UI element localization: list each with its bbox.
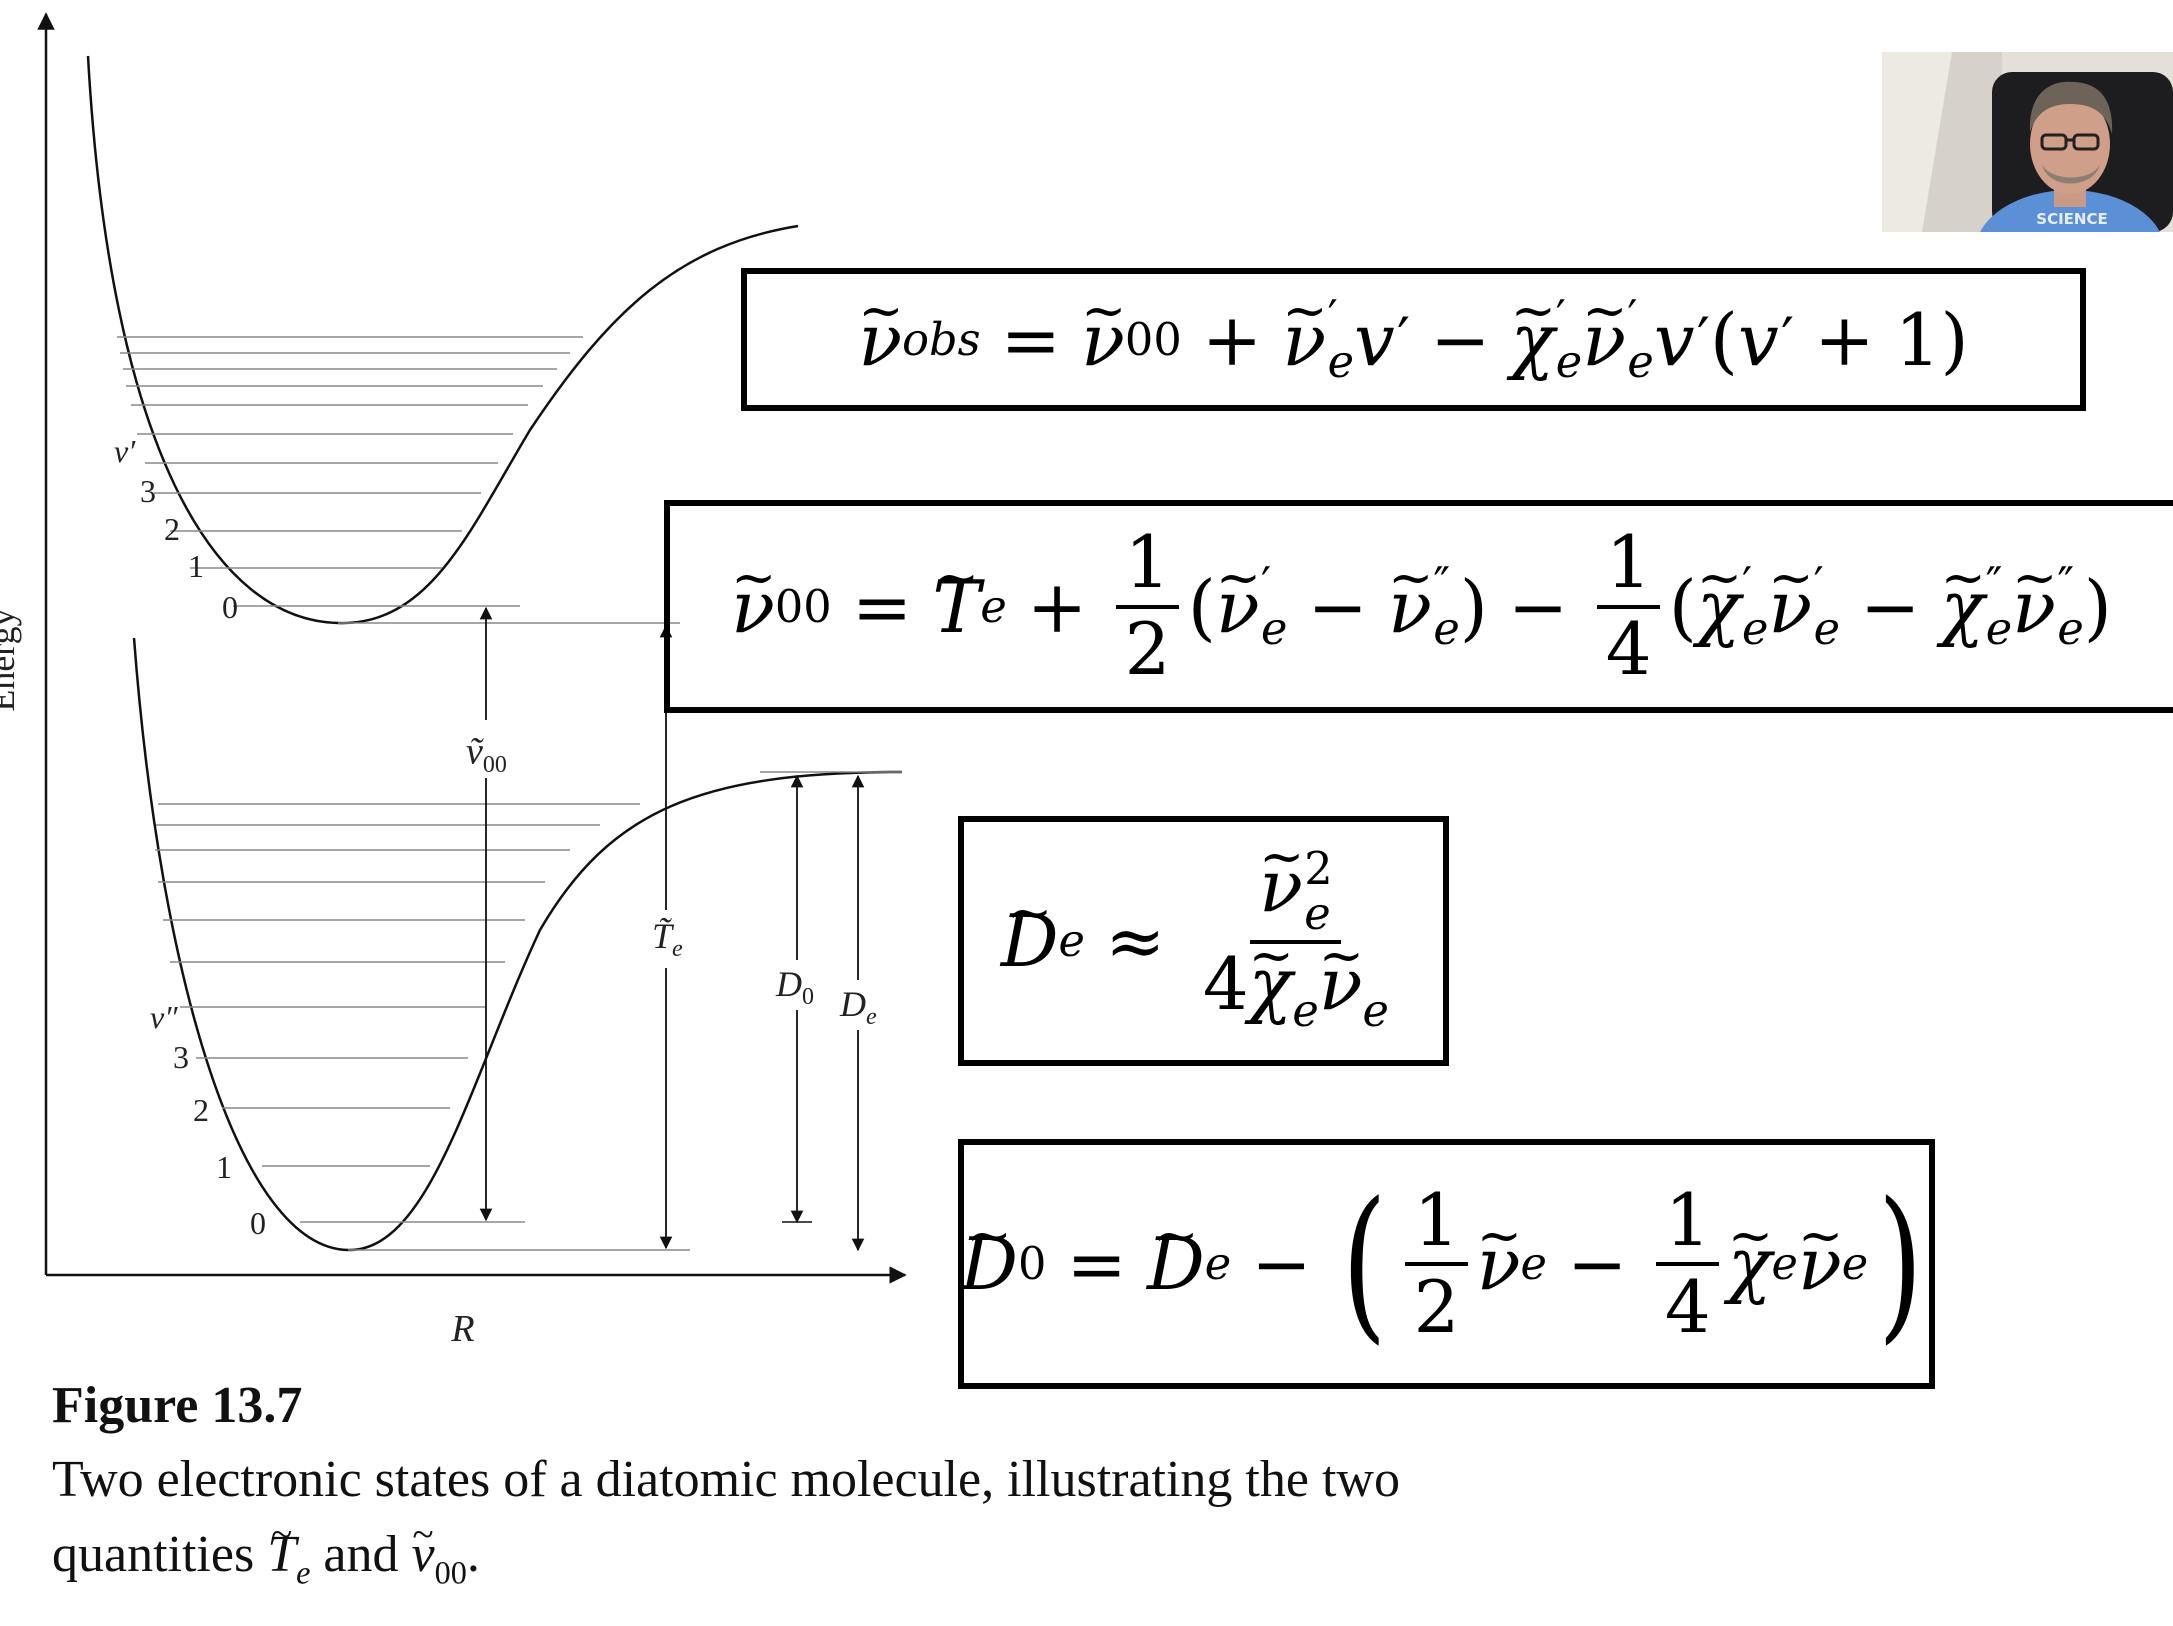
upper-level-label-v: v′ xyxy=(114,433,136,469)
lower-level-0: 0 xyxy=(250,1205,266,1241)
upper-level-1: 1 xyxy=(188,548,204,584)
equation-observed-wavenumber: ~ ν obs = ~ ν 00 + ~ ν ′ e v ′ − ~ χ ′ e ~ ν ′ e v ′(v ′ +1… xyxy=(741,268,2086,411)
upper-level-2: 2 xyxy=(164,511,180,547)
upper-level-0: 0 xyxy=(222,589,238,625)
caption-line-1: Two electronic states of a diatomic mole… xyxy=(52,1450,1400,1508)
lower-level-2: 2 xyxy=(193,1092,209,1128)
figure-caption: Figure 13.7 Two electronic states of a d… xyxy=(52,1376,1952,1596)
upper-potential-curve xyxy=(86,55,799,625)
caption-title: Figure 13.7 xyxy=(52,1377,303,1434)
webcam-video-overlay: SCIENCE xyxy=(1882,52,2173,232)
caption-line-2-end: . xyxy=(466,1526,480,1584)
lower-level-1: 1 xyxy=(216,1149,232,1185)
lower-potential-curve xyxy=(132,637,903,1252)
caption-body: Two electronic states of a diatomic mole… xyxy=(52,1450,1400,1591)
x-axis-label: R xyxy=(450,1308,474,1350)
d0-label: D0 xyxy=(775,964,814,1010)
lower-vibrational-levels xyxy=(155,803,640,1223)
lower-level-3: 3 xyxy=(173,1039,189,1075)
caption-line-2-start: quantities xyxy=(52,1526,255,1584)
upper-vibrational-levels xyxy=(117,336,583,607)
y-axis-label: Energy xyxy=(0,608,22,711)
te-label: T̃e xyxy=(652,916,683,962)
shirt-text: SCIENCE xyxy=(2036,210,2107,228)
lower-level-label-v: v″ xyxy=(150,999,178,1035)
de-label: De xyxy=(839,984,877,1030)
caption-line-2-and: and xyxy=(323,1526,399,1584)
upper-level-3: 3 xyxy=(140,473,156,509)
presenter-image: SCIENCE xyxy=(1882,52,2173,232)
nu00-label: ṽ00 xyxy=(466,731,507,778)
